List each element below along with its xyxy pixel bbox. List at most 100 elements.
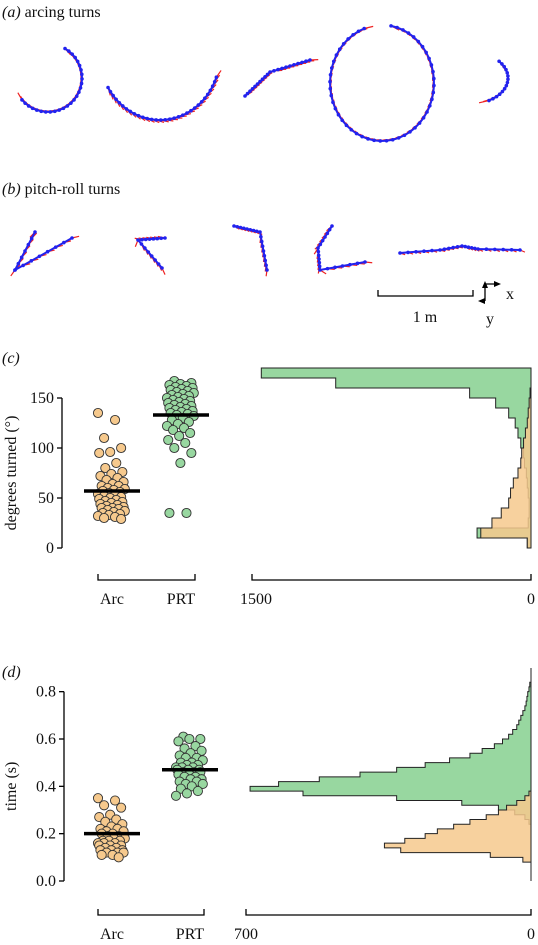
track-point: [318, 268, 322, 272]
prt-point: [185, 427, 196, 439]
track-point: [74, 94, 79, 98]
track-point: [189, 108, 193, 113]
prt-point: [169, 442, 180, 454]
track-point: [251, 228, 256, 233]
track-point: [317, 257, 321, 261]
track-point: [344, 123, 349, 128]
track-point: [500, 62, 504, 66]
track-point: [430, 97, 434, 102]
track-point: [245, 91, 250, 96]
track-point: [248, 227, 253, 232]
track-point: [493, 247, 497, 252]
track-point: [473, 246, 477, 251]
track-point: [505, 80, 510, 85]
y-tick-label: 50: [38, 490, 54, 507]
histogram-tick-label: 1500: [240, 591, 272, 608]
arc-track-3: [243, 58, 319, 98]
track-point: [155, 236, 160, 241]
track-point: [235, 224, 240, 229]
track-point: [501, 247, 506, 252]
prt-point: [173, 736, 184, 747]
panel-c-chart: 0 50 100 150 degrees turned (°) Arc PRT 1500 0: [3, 367, 535, 608]
track-point: [26, 104, 31, 108]
track-point: [411, 35, 416, 39]
track-point: [248, 89, 252, 93]
track-point: [505, 71, 510, 75]
track-point: [329, 93, 334, 98]
track-point: [66, 49, 71, 53]
track-point: [420, 44, 425, 49]
arc-track-1: [17, 46, 84, 114]
track-point: [241, 226, 246, 231]
histogram-tick-label: 0: [527, 591, 535, 608]
track-point: [61, 106, 66, 111]
track-point: [329, 66, 334, 70]
track-point: [416, 39, 421, 44]
track-point: [431, 69, 435, 74]
track-point: [261, 249, 266, 253]
track-point: [111, 93, 115, 98]
track-point: [265, 268, 269, 272]
track-point: [354, 131, 359, 136]
track-point: [317, 264, 322, 269]
category-label: PRT: [167, 591, 196, 608]
track-point: [77, 63, 82, 68]
track-point: [62, 240, 66, 245]
category-axis: [97, 574, 196, 581]
track-point: [349, 127, 354, 132]
track-point: [284, 65, 288, 69]
track-point: [432, 83, 436, 88]
track-point: [199, 99, 204, 104]
track-point: [114, 97, 118, 102]
track-point: [406, 250, 410, 255]
track-point: [30, 106, 35, 111]
track-point: [180, 113, 185, 117]
track-point: [280, 66, 284, 71]
track-point: [48, 110, 53, 114]
y-axis-label: degrees turned (°): [3, 416, 20, 531]
track-point: [497, 92, 502, 97]
track-point: [196, 103, 201, 107]
track-point: [80, 77, 84, 81]
panel-c-label: (c): [2, 350, 20, 367]
panel-d-chart: 0.0 0.2 0.4 0.6 0.8 time (s) Arc PRT 700 0: [3, 668, 535, 943]
track-point: [72, 98, 76, 102]
prt-point: [164, 507, 175, 519]
track-point: [317, 260, 322, 265]
track-point: [23, 101, 27, 105]
category-axis: [97, 909, 205, 916]
track-point: [330, 224, 334, 228]
track-point: [304, 59, 308, 63]
track-point: [263, 258, 268, 263]
scale-bar-label: 1 m: [413, 309, 438, 326]
track-point: [262, 253, 267, 258]
arc-histogram: [480, 368, 532, 549]
track-point: [500, 89, 505, 94]
track-point: [156, 262, 161, 266]
track-point: [140, 115, 145, 120]
arc-point: [100, 462, 111, 474]
prt-point: [168, 424, 179, 436]
track-point: [506, 77, 510, 82]
track-point: [316, 253, 321, 258]
histogram-count-axis: [251, 574, 532, 581]
track-point: [260, 244, 265, 249]
pitch-roll-turn-tracks: [10, 224, 526, 277]
track-point: [255, 82, 260, 86]
prt-track-1: [10, 230, 80, 277]
track-point: [146, 250, 151, 254]
track-point: [469, 246, 474, 250]
track-point: [428, 103, 432, 108]
prt-track-4: [313, 224, 373, 275]
track-point: [160, 266, 164, 270]
track-point: [167, 117, 172, 121]
track-point: [120, 104, 125, 108]
track-point: [163, 117, 168, 122]
track-point: [264, 263, 268, 268]
panel-a-heading: (a) arcing turns: [2, 4, 101, 21]
track-point: [413, 126, 417, 130]
track-point: [185, 111, 189, 115]
prt-track-3: [232, 224, 269, 277]
track-point: [163, 236, 167, 240]
